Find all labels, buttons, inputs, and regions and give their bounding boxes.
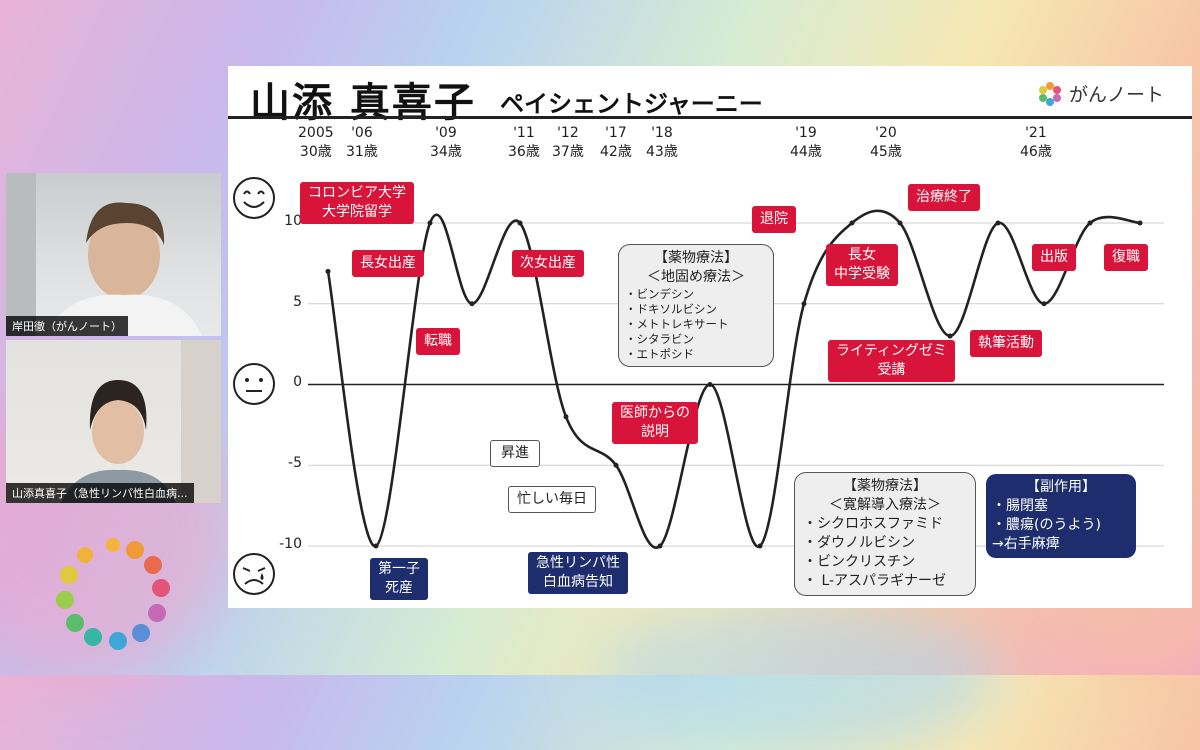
journey-point bbox=[325, 268, 331, 274]
journey-point bbox=[849, 220, 855, 226]
journey-point bbox=[947, 333, 953, 339]
journey-point bbox=[427, 220, 433, 226]
event-stillbirth: 第一子 死産 bbox=[370, 558, 428, 600]
drug-box-consolidation: 【薬物療法】 ＜地固め療法＞ ・ビンデシン ・ドキソルビシン ・メトトレキサート… bbox=[618, 244, 774, 367]
slide-subtitle: ペイシェントジャーニー bbox=[500, 90, 763, 118]
neutral-face-icon bbox=[233, 363, 275, 405]
journey-point bbox=[657, 543, 663, 549]
event-colombia: コロンビア大学 大学院留学 bbox=[300, 182, 414, 224]
journey-point bbox=[613, 462, 619, 468]
year-label: '11 36歳 bbox=[508, 125, 540, 160]
event-doctor: 医師からの 説明 bbox=[612, 402, 698, 444]
ganote-wreath-logo bbox=[56, 538, 170, 650]
journey-point bbox=[707, 382, 713, 387]
participant-name-guest: 山添真喜子（急性リンパ性白血病... bbox=[6, 483, 194, 503]
year-label: '09 34歳 bbox=[430, 125, 462, 160]
event-job-change: 転職 bbox=[416, 328, 460, 355]
event-leukemia: 急性リンパ性 白血病告知 bbox=[528, 552, 628, 594]
drug-box-induction: 【薬物療法】 ＜寛解導入療法＞ ・シクロホスファミド ・ダウノルビシン ・ビンク… bbox=[794, 472, 976, 596]
event-discharge: 退院 bbox=[752, 206, 796, 233]
happy-face-icon bbox=[233, 177, 275, 219]
brand-flower-icon bbox=[1038, 81, 1061, 106]
journey-point bbox=[469, 301, 475, 307]
event-exam: 長女 中学受験 bbox=[826, 244, 898, 286]
title-divider bbox=[228, 116, 1192, 119]
event-writing: 執筆活動 bbox=[970, 330, 1042, 357]
side-effects-box: 【副作用】 ・腸閉塞 ・膿瘍(のうよう) →右手麻痺 bbox=[986, 474, 1136, 558]
event-first-daughter: 長女出産 bbox=[352, 250, 424, 277]
sad-face-icon bbox=[233, 553, 275, 595]
y-tick: 0 bbox=[293, 374, 302, 390]
y-tick: -5 bbox=[288, 455, 302, 471]
event-busy: 忙しい毎日 bbox=[508, 486, 596, 513]
year-label: '19 44歳 bbox=[790, 125, 822, 160]
journey-point bbox=[563, 414, 569, 420]
participant-video-guest bbox=[61, 340, 221, 503]
event-treatment-end: 治療終了 bbox=[908, 184, 980, 211]
video-tile-host[interactable]: 岸田徹（がんノート） bbox=[6, 173, 221, 336]
event-promotion: 昇進 bbox=[490, 440, 540, 467]
brand-name: がんノート bbox=[1068, 84, 1164, 106]
brand: がんノート bbox=[1037, 80, 1164, 107]
journey-point bbox=[897, 220, 903, 226]
journey-point bbox=[757, 543, 763, 549]
y-tick: 10 bbox=[284, 213, 302, 229]
journey-point bbox=[995, 220, 1001, 226]
video-tile-guest[interactable]: 山添真喜子（急性リンパ性白血病... bbox=[6, 340, 221, 503]
year-label: '18 43歳 bbox=[646, 125, 678, 160]
event-second-daughter: 次女出産 bbox=[512, 250, 584, 277]
event-return-work: 復職 bbox=[1104, 244, 1148, 271]
y-tick: 5 bbox=[293, 294, 302, 310]
year-label: '17 42歳 bbox=[600, 125, 632, 160]
journey-point bbox=[517, 220, 523, 226]
year-label: '12 37歳 bbox=[552, 125, 584, 160]
journey-point bbox=[1137, 220, 1143, 226]
participant-name-host: 岸田徹（がんノート） bbox=[6, 316, 128, 336]
journey-point bbox=[1041, 301, 1047, 307]
event-writing-seminar: ライティングゼミ 受講 bbox=[828, 340, 955, 382]
year-label: '21 46歳 bbox=[1020, 125, 1052, 160]
year-label: '20 45歳 bbox=[870, 125, 902, 160]
year-label: '06 31歳 bbox=[346, 125, 378, 160]
journey-point bbox=[373, 543, 379, 549]
year-label: 2005 30歳 bbox=[298, 125, 334, 160]
event-publish: 出版 bbox=[1032, 244, 1076, 271]
journey-point bbox=[801, 301, 807, 307]
presentation-slide: 山添 真喜子 ペイシェントジャーニー がんノート 2005 30歳 '06 31歳 … bbox=[228, 66, 1192, 608]
y-tick: -10 bbox=[279, 536, 302, 552]
participant-video-host bbox=[6, 173, 202, 336]
journey-point bbox=[1087, 220, 1093, 226]
journey-chart bbox=[308, 209, 1164, 549]
